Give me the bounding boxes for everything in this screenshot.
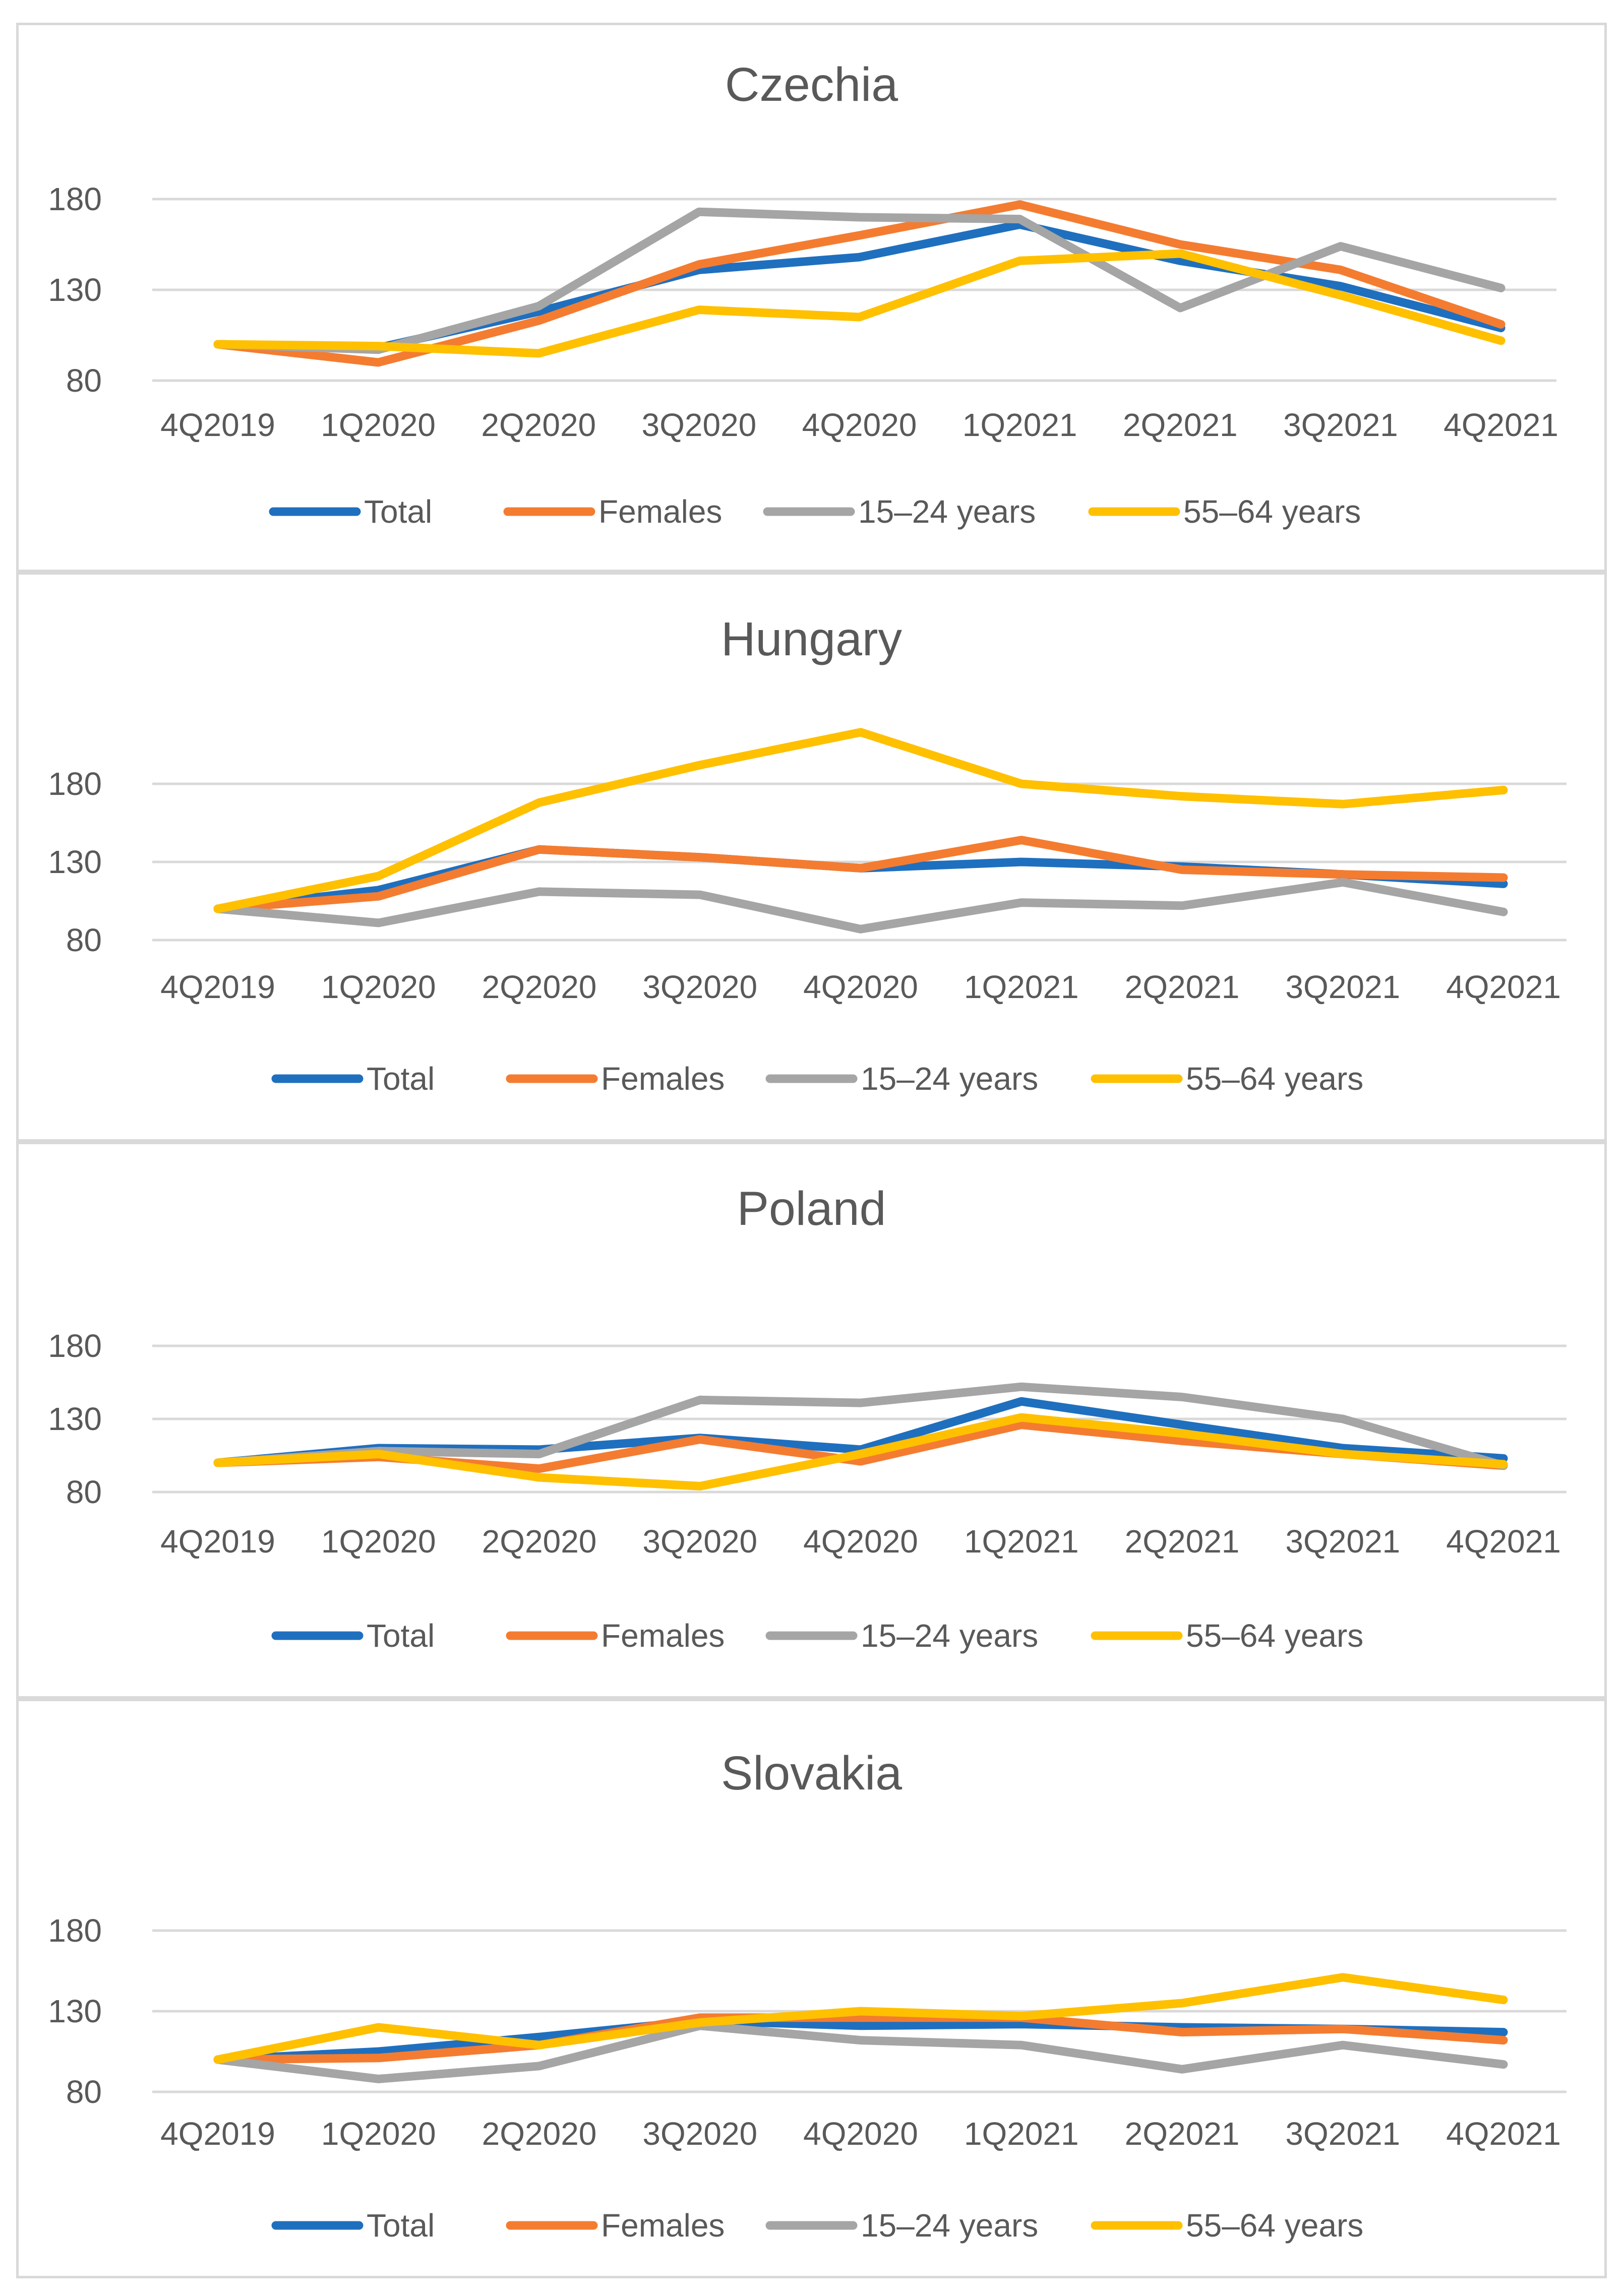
- hungary-x-tick-label: 3Q2020: [642, 969, 757, 1005]
- slovakia-legend-label-15-24-years: 15–24 years: [861, 2207, 1038, 2244]
- czechia-y-tick-label: 180: [48, 181, 102, 217]
- poland-chart-panel: Poland 80 130 180 4Q2019 1Q2020 2Q2020 3Q2020 4Q…: [16, 1142, 1607, 1699]
- czechia-x-tick-label: 1Q2021: [963, 407, 1077, 443]
- czechia-y-tick-label: 130: [48, 272, 102, 308]
- czechia-line-chart: Czechia 80 130 180 4Q2019 1Q2020 2Q2020 3Q2020 4…: [48, 58, 1558, 530]
- poland-legend-label-15-24-years: 15–24 years: [861, 1618, 1038, 1654]
- hungary-chart-panel: Hungary 80 130 180 4Q2019 1Q2020 2Q2020 3Q2020 4…: [16, 572, 1607, 1142]
- slovakia-x-tick-label: 1Q2020: [321, 2116, 436, 2152]
- slovakia-line-chart: Slovakia 80 130 180 4Q2019 1Q2020 2Q2020 3Q2020…: [48, 1747, 1567, 2244]
- hungary-legend-label-females: Females: [601, 1061, 725, 1097]
- slovakia-x-tick-label: 4Q2020: [803, 2116, 918, 2152]
- hungary-series-line-15-24-years: [213, 878, 1508, 934]
- poland-y-tick-label: 80: [66, 1474, 102, 1510]
- czechia-x-tick-label: 4Q2020: [802, 407, 917, 443]
- poland-x-tick-label: 1Q2020: [321, 1523, 436, 1560]
- poland-legend-label-55-64-years: 55–64 years: [1186, 1618, 1363, 1654]
- hungary-x-tick-label: 4Q2021: [1446, 969, 1561, 1005]
- czechia-x-tick-label: 2Q2021: [1123, 407, 1238, 443]
- czechia-legend-label-55-64-years: 55–64 years: [1183, 493, 1361, 530]
- poland-x-tick-label: 4Q2021: [1446, 1523, 1561, 1560]
- hungary-series-line-females: [213, 836, 1508, 913]
- poland-series-line-15-24-years: [213, 1382, 1508, 1470]
- slovakia-x-tick-label: 1Q2021: [964, 2116, 1079, 2152]
- hungary-x-tick-label: 2Q2020: [482, 969, 597, 1005]
- hungary-legend-label-total: Total: [367, 1061, 435, 1097]
- czechia-x-tick-label: 2Q2020: [481, 407, 596, 443]
- poland-chart-title: Poland: [737, 1182, 886, 1235]
- poland-x-tick-label: 3Q2020: [642, 1523, 757, 1560]
- poland-x-tick-label: 2Q2020: [482, 1523, 597, 1560]
- slovakia-legend-label-females: Females: [601, 2207, 725, 2244]
- slovakia-chart-title: Slovakia: [721, 1747, 902, 1800]
- slovakia-x-tick-label: 4Q2021: [1446, 2116, 1561, 2152]
- hungary-line-chart: Hungary 80 130 180 4Q2019 1Q2020 2Q2020 3Q2020 4…: [48, 612, 1567, 1097]
- czechia-x-tick-label: 4Q2019: [160, 407, 275, 443]
- hungary-series-line-55-64-years: [213, 728, 1508, 913]
- slovakia-x-tick-label: 3Q2020: [642, 2116, 757, 2152]
- hungary-y-tick-label: 130: [48, 844, 102, 880]
- czechia-series-line-55-64-years: [213, 249, 1506, 358]
- poland-x-tick-label: 2Q2021: [1125, 1523, 1240, 1560]
- hungary-x-tick-label: 4Q2020: [803, 969, 918, 1005]
- czechia-x-tick-label: 4Q2021: [1444, 407, 1558, 443]
- czechia-x-tick-label: 3Q2020: [642, 407, 757, 443]
- slovakia-legend-label-total: Total: [367, 2207, 435, 2244]
- czechia-legend-label-total: Total: [364, 493, 432, 530]
- czechia-legend-label-females: Females: [598, 493, 722, 530]
- czechia-x-tick-label: 1Q2020: [321, 407, 436, 443]
- poland-y-tick-label: 130: [48, 1401, 102, 1437]
- slovakia-y-tick-label: 130: [48, 1993, 102, 2029]
- czechia-chart-panel: Czechia 80 130 180 4Q2019 1Q2020 2Q2020 3Q2020 4…: [16, 23, 1607, 572]
- hungary-legend-label-15-24-years: 15–24 years: [861, 1061, 1038, 1097]
- slovakia-legend-label-55-64-years: 55–64 years: [1186, 2207, 1363, 2244]
- slovakia-x-tick-label: 2Q2020: [482, 2116, 597, 2152]
- poland-series-line-55-64-years: [213, 1413, 1508, 1491]
- poland-legend-label-females: Females: [601, 1618, 725, 1654]
- slovakia-x-tick-label: 4Q2019: [160, 2116, 275, 2152]
- poland-y-tick-label: 180: [48, 1328, 102, 1364]
- poland-x-tick-label: 4Q2020: [803, 1523, 918, 1560]
- hungary-x-tick-label: 1Q2021: [964, 969, 1079, 1005]
- poland-x-tick-label: 1Q2021: [964, 1523, 1079, 1560]
- slovakia-series-line-females: [213, 2013, 1508, 2064]
- poland-x-tick-label: 4Q2019: [160, 1523, 275, 1560]
- slovakia-x-tick-label: 3Q2021: [1285, 2116, 1400, 2152]
- slovakia-y-tick-label: 180: [48, 1912, 102, 1949]
- slovakia-series-line-15-24-years: [213, 2021, 1508, 2083]
- hungary-legend-label-55-64-years: 55–64 years: [1186, 1061, 1363, 1097]
- czechia-series-line-15-24-years: [213, 207, 1506, 354]
- hungary-y-tick-label: 80: [66, 922, 102, 958]
- slovakia-series-line-55-64-years: [213, 1973, 1508, 2064]
- czechia-x-tick-label: 3Q2021: [1283, 407, 1398, 443]
- czechia-legend-label-15-24-years: 15–24 years: [858, 493, 1036, 530]
- hungary-y-tick-label: 180: [48, 766, 102, 802]
- czechia-chart-title: Czechia: [725, 58, 898, 111]
- poland-line-chart: Poland 80 130 180 4Q2019 1Q2020 2Q2020 3Q2020 4Q…: [48, 1182, 1567, 1654]
- hungary-x-tick-label: 3Q2021: [1285, 969, 1400, 1005]
- czechia-y-tick-label: 80: [66, 362, 102, 399]
- hungary-x-tick-label: 1Q2020: [321, 969, 436, 1005]
- hungary-x-tick-label: 2Q2021: [1125, 969, 1240, 1005]
- slovakia-x-tick-label: 2Q2021: [1125, 2116, 1240, 2152]
- hungary-x-tick-label: 4Q2019: [160, 969, 275, 1005]
- poland-x-tick-label: 3Q2021: [1285, 1523, 1400, 1560]
- slovakia-y-tick-label: 80: [66, 2074, 102, 2110]
- slovakia-chart-panel: Slovakia 80 130 180 4Q2019 1Q2020 2Q2020 3Q2020…: [16, 1699, 1607, 2278]
- hungary-chart-title: Hungary: [721, 612, 903, 666]
- poland-legend-label-total: Total: [367, 1618, 435, 1654]
